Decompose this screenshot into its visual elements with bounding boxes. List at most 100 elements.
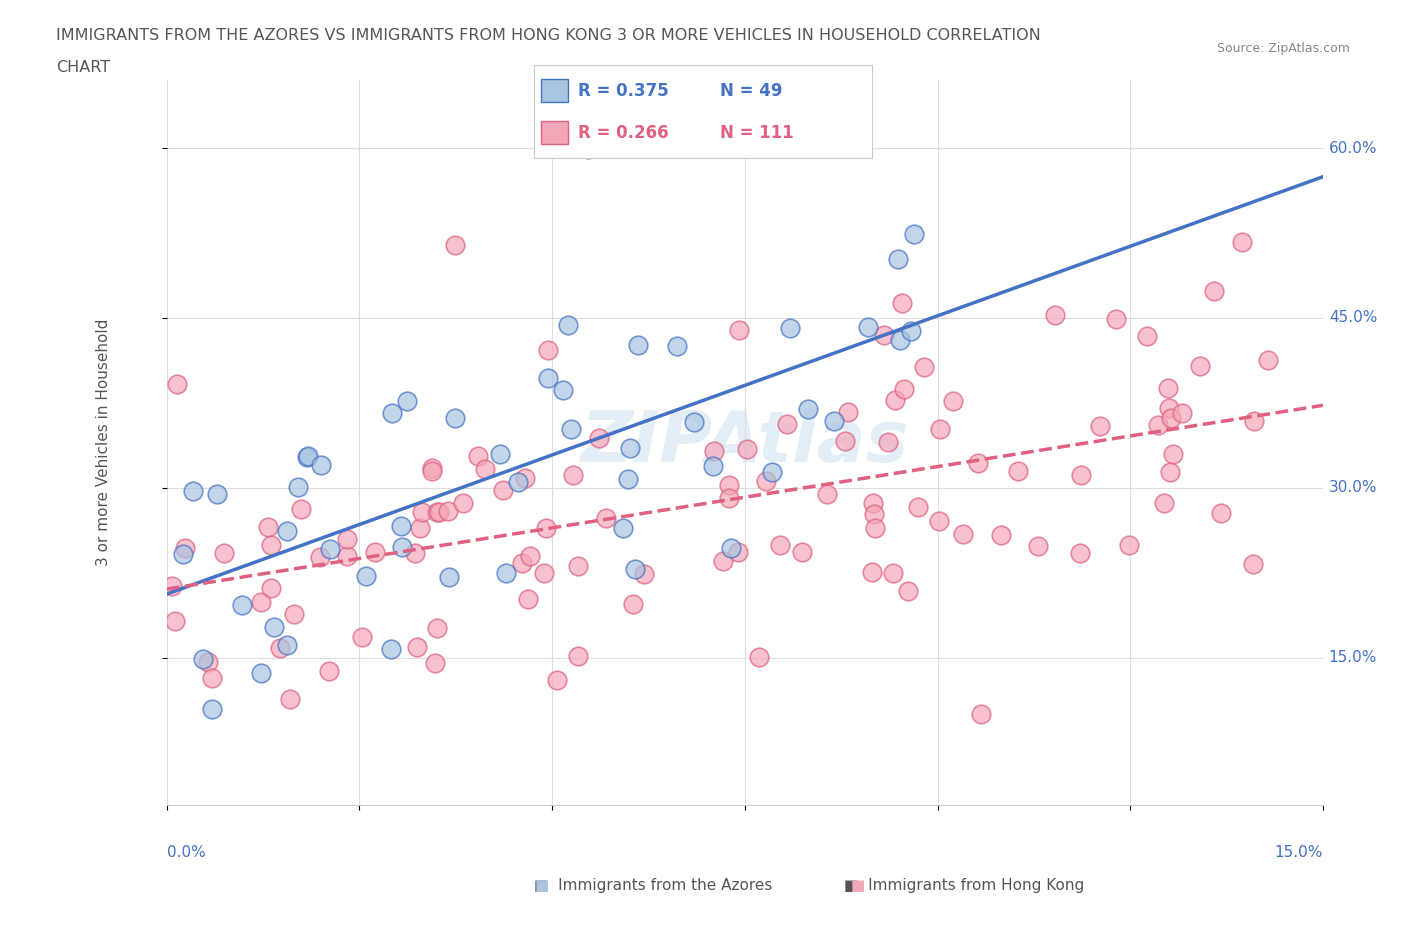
Point <box>444 237 467 252</box>
Point <box>437 569 460 584</box>
Point <box>276 638 298 653</box>
Point <box>1157 380 1180 395</box>
Point <box>903 227 925 242</box>
Text: R = 0.266: R = 0.266 <box>578 124 669 141</box>
Point <box>929 422 952 437</box>
Point <box>214 545 236 560</box>
Point <box>162 578 184 593</box>
Point <box>683 414 706 429</box>
Point <box>423 656 446 671</box>
Point <box>907 499 929 514</box>
Point <box>1202 284 1225 299</box>
Point <box>269 641 291 656</box>
Point <box>834 434 856 449</box>
FancyBboxPatch shape <box>541 79 568 102</box>
Point <box>779 321 801 336</box>
Point <box>1243 414 1265 429</box>
Point <box>508 474 530 489</box>
Point <box>191 652 214 667</box>
Point <box>790 544 813 559</box>
Point <box>912 360 935 375</box>
Text: ■: ■ <box>851 878 865 893</box>
Point <box>319 541 342 556</box>
Point <box>404 545 426 560</box>
Point <box>621 597 644 612</box>
Point <box>200 701 222 716</box>
Point <box>837 405 859 419</box>
Point <box>1147 418 1170 432</box>
Point <box>1161 446 1184 461</box>
Point <box>444 410 467 425</box>
Point <box>952 526 974 541</box>
Point <box>260 538 283 552</box>
Point <box>250 665 273 680</box>
Point <box>409 521 432 536</box>
Point <box>350 630 373 644</box>
Point <box>537 343 560 358</box>
Point <box>619 440 641 455</box>
Point <box>297 448 319 463</box>
Point <box>426 620 449 635</box>
Point <box>422 463 444 478</box>
Point <box>1028 538 1050 553</box>
Point <box>364 545 387 560</box>
Point <box>318 664 340 679</box>
Point <box>519 548 541 563</box>
Point <box>862 496 884 511</box>
Point <box>263 619 285 634</box>
Point <box>1153 496 1175 511</box>
Point <box>567 559 589 574</box>
Text: 60.0%: 60.0% <box>1329 140 1378 155</box>
Point <box>515 471 537 485</box>
Point <box>174 540 197 555</box>
Point <box>1069 546 1091 561</box>
Point <box>617 472 640 486</box>
Point <box>429 505 451 520</box>
Point <box>882 565 904 580</box>
Point <box>567 649 589 664</box>
Point <box>863 507 886 522</box>
Point <box>437 503 460 518</box>
Point <box>278 692 301 707</box>
Point <box>711 553 734 568</box>
Point <box>1209 506 1232 521</box>
Point <box>889 332 911 347</box>
Point <box>488 446 510 461</box>
Point <box>1160 411 1182 426</box>
Point <box>769 538 792 552</box>
Point <box>860 565 883 579</box>
Point <box>256 519 278 534</box>
Point <box>197 654 219 669</box>
Text: N = 49: N = 49 <box>720 82 782 100</box>
Point <box>761 465 783 480</box>
Point <box>863 521 886 536</box>
Point <box>627 338 650 352</box>
Point <box>283 606 305 621</box>
Point <box>467 448 489 463</box>
Point <box>181 484 204 498</box>
Point <box>588 431 610 445</box>
Point <box>537 371 560 386</box>
Point <box>562 468 585 483</box>
Point <box>887 251 910 266</box>
Point <box>309 550 332 565</box>
Point <box>897 583 920 598</box>
Point <box>970 707 993 722</box>
Point <box>276 524 298 538</box>
Point <box>728 323 751 338</box>
Point <box>354 569 377 584</box>
Text: N = 111: N = 111 <box>720 124 793 141</box>
Point <box>381 405 404 420</box>
Text: ■: ■ <box>534 878 548 893</box>
Point <box>250 594 273 609</box>
Point <box>703 444 725 458</box>
Point <box>884 392 907 407</box>
Point <box>815 486 838 501</box>
Point <box>1136 328 1159 343</box>
Point <box>336 531 359 546</box>
Point <box>735 441 758 456</box>
Point <box>797 402 820 417</box>
Point <box>426 505 449 520</box>
Point <box>666 339 689 354</box>
Point <box>260 581 283 596</box>
